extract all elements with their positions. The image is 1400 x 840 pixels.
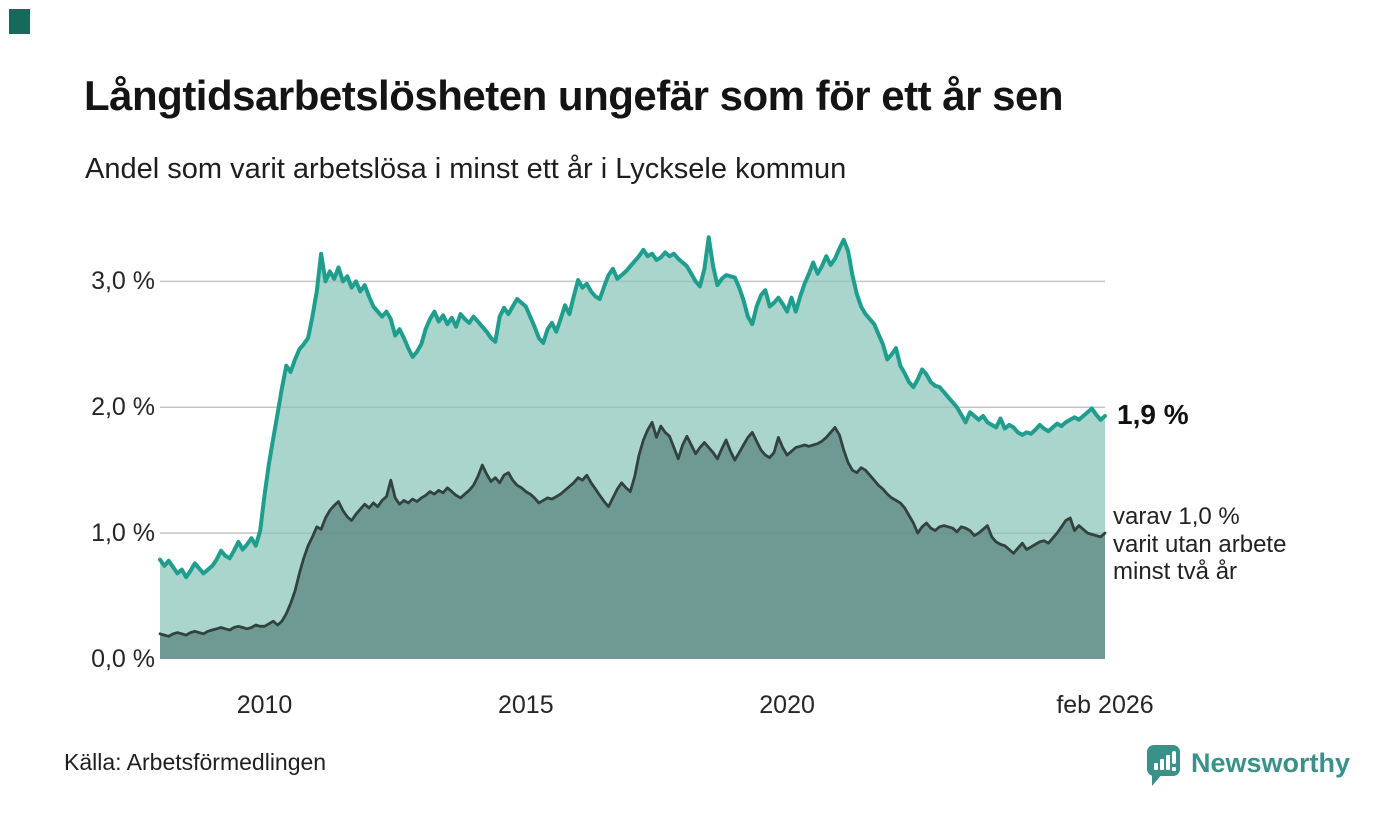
two-year-annotation-line: varav 1,0 % — [1113, 503, 1240, 530]
gridlines — [160, 280, 1105, 534]
y-axis-tick-label: 1,0 % — [91, 519, 155, 548]
page-title: Långtidsarbetslösheten ungefär som för e… — [84, 72, 1064, 119]
x-axis-tick-label: 2015 — [497, 691, 554, 719]
newsworthy-logo[interactable]: Newsworthy — [1146, 744, 1350, 788]
latest-value-label: 1,9 % — [1117, 399, 1189, 431]
y-axis-tick-label: 0,0 % — [91, 645, 155, 673]
two-year-annotation: varav 1,0 % varit utan arbete minst två … — [1113, 503, 1286, 586]
line-unemployed-two-year — [158, 420, 1107, 638]
x-axis-tick-label: 2020 — [759, 691, 815, 719]
x-axis-tick-label: feb 2026 — [1056, 691, 1154, 719]
two-year-annotation-line: varit utan arbete — [1113, 530, 1287, 558]
two-year-annotation-line: minst två år — [1113, 558, 1238, 585]
newsworthy-bubble-icon — [1147, 745, 1180, 786]
newsworthy-wordmark: Newsworthy — [1191, 748, 1351, 778]
y-axis-tick-label: 3,0 % — [91, 267, 155, 296]
area-unemployed-two-year — [160, 422, 1105, 659]
gridline-overlay — [160, 280, 1105, 534]
area-unemployed-one-year — [160, 237, 1105, 660]
line-unemployed-one-year — [158, 235, 1107, 580]
page-subtitle: Andel som varit arbetslösa i minst ett å… — [85, 153, 847, 185]
source-note: Källa: Arbetsförmedlingen — [64, 749, 327, 775]
brand-corner-square — [9, 9, 30, 34]
y-axis-tick-label: 2,0 % — [91, 393, 155, 422]
x-axis-tick-label: 2010 — [236, 691, 293, 719]
